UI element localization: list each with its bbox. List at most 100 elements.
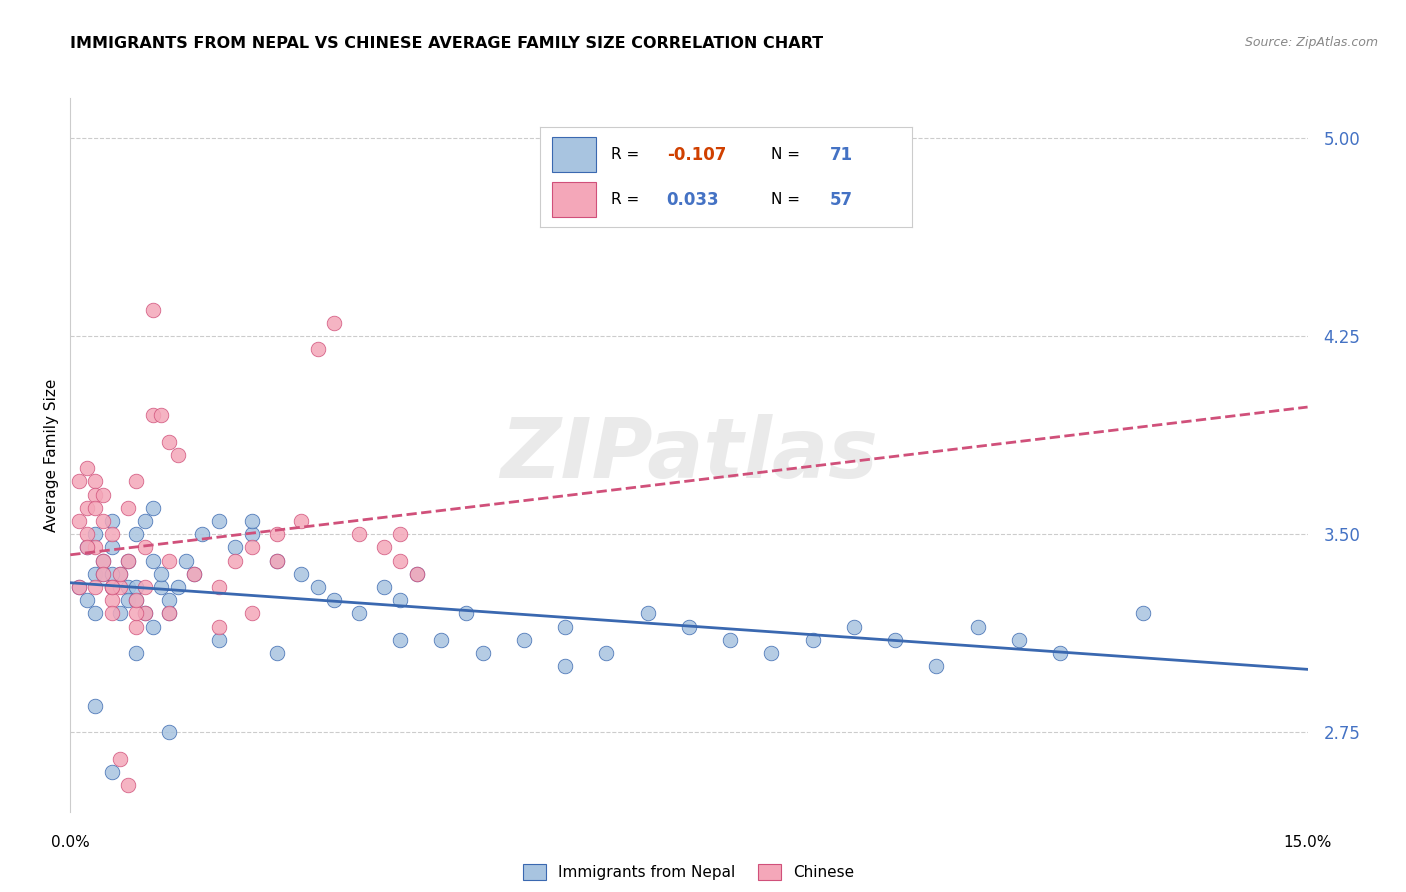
- Point: [142, 620, 165, 634]
- Point: [166, 448, 188, 462]
- Point: [67, 514, 90, 528]
- Point: [389, 593, 412, 607]
- Point: [471, 646, 494, 660]
- Text: 15.0%: 15.0%: [1284, 836, 1331, 850]
- Point: [389, 554, 412, 568]
- Point: [100, 514, 122, 528]
- Point: [91, 554, 114, 568]
- Point: [84, 527, 107, 541]
- Point: [1049, 646, 1071, 660]
- Point: [554, 620, 576, 634]
- Point: [91, 566, 114, 581]
- Point: [84, 541, 107, 555]
- Point: [157, 607, 180, 621]
- Point: [142, 500, 165, 515]
- Point: [67, 580, 90, 594]
- Text: R =: R =: [612, 192, 640, 207]
- Text: -0.107: -0.107: [666, 145, 725, 163]
- Point: [84, 607, 107, 621]
- Point: [513, 632, 536, 647]
- Point: [67, 475, 90, 489]
- Point: [134, 580, 156, 594]
- Point: [108, 580, 131, 594]
- Point: [76, 461, 98, 475]
- Point: [76, 527, 98, 541]
- Point: [157, 434, 180, 449]
- Point: [266, 646, 288, 660]
- Text: R =: R =: [612, 147, 640, 162]
- Point: [125, 593, 148, 607]
- Point: [67, 580, 90, 594]
- Point: [595, 646, 617, 660]
- Point: [389, 527, 412, 541]
- Point: [884, 632, 907, 647]
- Point: [117, 554, 139, 568]
- Point: [100, 541, 122, 555]
- Point: [134, 514, 156, 528]
- Point: [108, 752, 131, 766]
- Point: [208, 632, 231, 647]
- Point: [134, 541, 156, 555]
- Point: [117, 778, 139, 792]
- Point: [1132, 607, 1154, 621]
- Point: [125, 475, 148, 489]
- Bar: [551, 136, 596, 171]
- Point: [208, 580, 231, 594]
- Bar: [551, 182, 596, 217]
- Point: [142, 554, 165, 568]
- Point: [100, 765, 122, 780]
- Point: [100, 607, 122, 621]
- Point: [373, 580, 395, 594]
- Point: [183, 566, 205, 581]
- Point: [266, 554, 288, 568]
- Point: [100, 580, 122, 594]
- Point: [84, 580, 107, 594]
- Text: N =: N =: [770, 192, 800, 207]
- Point: [240, 527, 263, 541]
- Text: 0.033: 0.033: [666, 191, 720, 209]
- Point: [157, 554, 180, 568]
- Point: [76, 593, 98, 607]
- Point: [157, 607, 180, 621]
- Point: [191, 527, 214, 541]
- Point: [1008, 632, 1031, 647]
- Point: [347, 527, 370, 541]
- Point: [108, 566, 131, 581]
- Point: [801, 632, 824, 647]
- Point: [125, 527, 148, 541]
- Point: [100, 580, 122, 594]
- Point: [117, 580, 139, 594]
- Point: [125, 620, 148, 634]
- Point: [637, 607, 659, 621]
- Point: [100, 593, 122, 607]
- Point: [224, 554, 246, 568]
- Point: [373, 541, 395, 555]
- Point: [290, 566, 312, 581]
- Point: [157, 593, 180, 607]
- Legend: Immigrants from Nepal, Chinese: Immigrants from Nepal, Chinese: [517, 858, 860, 886]
- Point: [91, 487, 114, 501]
- Point: [456, 607, 478, 621]
- Point: [125, 646, 148, 660]
- Point: [142, 302, 165, 317]
- Point: [430, 632, 453, 647]
- Text: 71: 71: [830, 145, 853, 163]
- Point: [150, 566, 173, 581]
- Point: [240, 607, 263, 621]
- Point: [117, 554, 139, 568]
- Point: [150, 409, 173, 423]
- Point: [307, 580, 329, 594]
- Point: [134, 607, 156, 621]
- Text: Source: ZipAtlas.com: Source: ZipAtlas.com: [1244, 36, 1378, 49]
- Point: [266, 527, 288, 541]
- Point: [323, 316, 346, 330]
- Point: [183, 566, 205, 581]
- Point: [76, 500, 98, 515]
- Point: [84, 698, 107, 713]
- Point: [125, 607, 148, 621]
- Point: [290, 514, 312, 528]
- Point: [84, 500, 107, 515]
- Point: [108, 607, 131, 621]
- Point: [208, 620, 231, 634]
- Point: [100, 566, 122, 581]
